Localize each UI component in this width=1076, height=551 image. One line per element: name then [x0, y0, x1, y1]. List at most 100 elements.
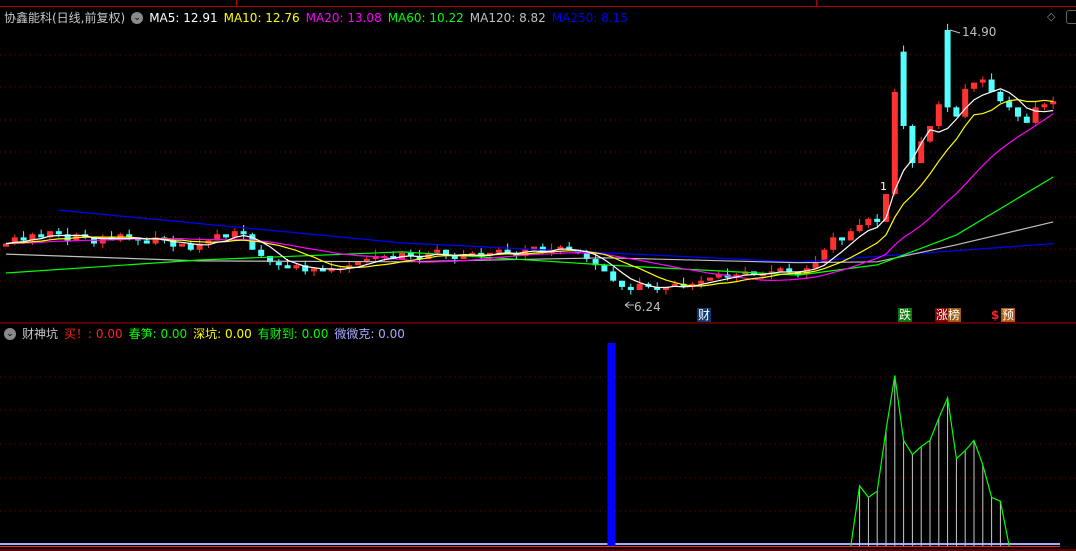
candle-up	[363, 259, 370, 263]
sub-indicator-panel	[0, 343, 1060, 547]
candle-up	[460, 255, 467, 260]
candle-down	[267, 255, 273, 263]
candle-down	[601, 265, 608, 272]
candle-down	[619, 280, 625, 287]
ma250-line	[58, 209, 1054, 263]
candle-down	[1006, 101, 1013, 108]
candle-down	[451, 255, 458, 260]
stock-title[interactable]: 协鑫能科(日线,前复权)	[4, 11, 126, 25]
candle-up	[803, 268, 810, 275]
top-toolbar-strip	[0, 0, 1076, 7]
sub-chart-header: ⌄ 财神坑 买！: 0.00 春笋: 0.00 深坑: 0.00 有财到: 0.…	[4, 325, 411, 342]
indicator-title[interactable]: 财神坑	[22, 327, 59, 341]
candle-up	[927, 125, 933, 142]
candle-down	[20, 237, 27, 241]
candle-up	[865, 218, 872, 225]
candle-down	[319, 268, 326, 272]
ma5-value: MA5: 12.91	[149, 10, 218, 25]
candle-up	[856, 224, 863, 232]
candle-down	[38, 234, 45, 238]
candle-up	[847, 231, 854, 241]
candle-up	[636, 283, 643, 290]
candle-down	[680, 283, 687, 287]
candle-up	[487, 252, 493, 256]
candle-down	[610, 271, 617, 281]
buy-value: 买！: 0.00	[64, 327, 123, 341]
signal-bar	[607, 343, 616, 546]
candle-up	[759, 274, 766, 277]
candle-down	[988, 79, 995, 92]
candle-down	[258, 249, 265, 256]
ma10-value: MA10: 12.76	[223, 10, 300, 25]
candle-up	[663, 286, 669, 290]
ma250-value: MA250: 8.15	[551, 10, 628, 25]
candle-down	[249, 234, 256, 250]
high-price-label: 14.90	[962, 25, 996, 39]
candle-up	[1050, 101, 1057, 105]
candle-up	[1032, 107, 1039, 123]
candle-down	[64, 234, 71, 241]
chevron-down-icon[interactable]: ⌄	[4, 327, 16, 340]
marker-label: 1	[880, 180, 887, 193]
candle-down	[275, 262, 282, 266]
chevron-down-icon[interactable]: ⌄	[131, 11, 144, 24]
candle-up	[979, 79, 986, 83]
candle-down	[627, 286, 634, 290]
candle-down	[478, 252, 485, 256]
indicator-outline	[850, 375, 1010, 547]
candle-up	[434, 249, 441, 253]
candle-up	[821, 249, 828, 263]
toolbar-divider	[816, 0, 817, 6]
ma10-line	[5, 98, 1054, 287]
candle-up	[328, 268, 335, 272]
candle-down	[953, 107, 960, 117]
candle-down	[874, 218, 881, 222]
candle-up	[47, 231, 53, 238]
candle-down	[126, 234, 133, 238]
ma20-value: MA20: 13.08	[305, 10, 382, 25]
ma60-value: MA60: 10.22	[387, 10, 464, 25]
candle-up	[214, 234, 221, 241]
candle-down	[390, 255, 397, 260]
candle-up	[399, 252, 405, 260]
ma120-line	[5, 221, 1054, 264]
diamond-icon[interactable]: ◇	[1047, 10, 1056, 23]
chunsun-value: 春笋: 0.00	[128, 327, 188, 341]
candle-down	[839, 237, 845, 241]
candle-up	[883, 194, 889, 222]
candle-down	[997, 91, 1004, 102]
candle-up	[372, 255, 379, 260]
ma20-line	[5, 113, 1054, 282]
candle-down	[504, 249, 511, 253]
candle-down	[786, 268, 793, 272]
cai-badge: 财	[697, 308, 712, 322]
grid	[0, 54, 1076, 512]
candle-up	[918, 141, 925, 164]
candle-up	[179, 243, 185, 247]
candle-up	[707, 277, 713, 281]
candle-up	[812, 262, 819, 269]
candle-up	[11, 237, 18, 244]
candle-up	[962, 88, 969, 117]
candle-up	[971, 82, 977, 89]
candle-down	[143, 240, 150, 244]
panel-toggle-icon[interactable]	[1066, 10, 1076, 24]
candle-up	[495, 249, 502, 253]
candle-down	[566, 246, 573, 250]
moving-average-lines	[5, 88, 1054, 289]
shenkeng-value: 深坑: 0.00	[193, 327, 252, 341]
youcaidao-value: 有财到: 0.00	[257, 327, 329, 341]
candle-down	[416, 255, 423, 260]
candle-up	[311, 268, 317, 272]
candle-down	[1023, 116, 1030, 123]
candle-down	[900, 51, 907, 126]
candle-up	[531, 246, 537, 250]
toolbar-divider	[236, 0, 237, 6]
ma5-line	[5, 88, 1054, 289]
candle-down	[55, 231, 62, 235]
candle-up	[830, 237, 837, 250]
candle-up	[777, 268, 784, 272]
candle-down	[909, 125, 916, 164]
candle-up	[196, 243, 203, 250]
candle-down	[170, 240, 177, 247]
